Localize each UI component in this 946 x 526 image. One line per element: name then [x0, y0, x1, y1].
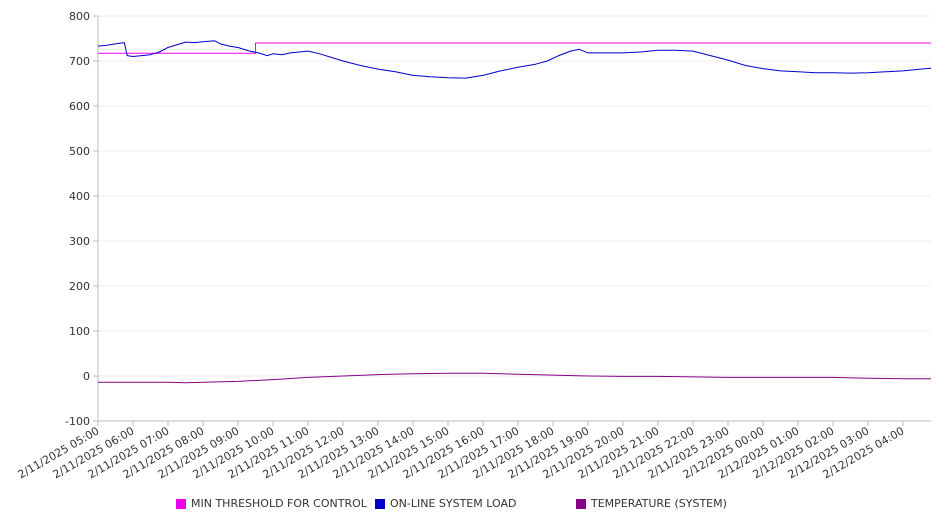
y-tick-label: 100	[69, 325, 90, 338]
legend-swatch	[375, 498, 385, 509]
y-tick-label: 0	[83, 370, 90, 383]
y-tick-label: 400	[69, 190, 90, 203]
legend-label: TEMPERATURE (SYSTEM)	[591, 497, 727, 510]
series-line-temperature	[98, 372, 931, 384]
legend-swatch	[176, 498, 186, 509]
y-tick-label: 200	[69, 280, 90, 293]
y-tick-label: 300	[69, 235, 90, 248]
y-tick-label: 800	[69, 10, 90, 23]
legend: MIN THRESHOLD FOR CONTROL ON-LINE SYSTEM …	[0, 497, 946, 515]
x-tick-labels: 2/11/2025 05:002/11/2025 06:002/11/2025 …	[16, 424, 907, 481]
series-line-min-threshold	[98, 42, 931, 54]
legend-swatch	[576, 498, 586, 509]
y-tick-label: -100	[65, 415, 90, 428]
legend-label: ON-LINE SYSTEM LOAD	[390, 497, 517, 510]
y-tick-labels: 800 700 600 500 400 300 200 100 0 -100	[65, 10, 90, 428]
legend-label: MIN THRESHOLD FOR CONTROL	[191, 497, 367, 510]
y-tick-label: 600	[69, 100, 90, 113]
y-tick-label: 500	[69, 145, 90, 158]
grid	[98, 15, 931, 422]
legend-item-temperature[interactable]: TEMPERATURE (SYSTEM)	[576, 497, 727, 510]
series-lines	[97, 40, 932, 384]
axes	[93, 15, 931, 426]
legend-item-system-load[interactable]: ON-LINE SYSTEM LOAD	[375, 497, 516, 510]
y-tick-label: 700	[69, 55, 90, 68]
series-line-system-load	[97, 40, 932, 79]
legend-item-min-threshold[interactable]: MIN THRESHOLD FOR CONTROL	[176, 497, 367, 510]
